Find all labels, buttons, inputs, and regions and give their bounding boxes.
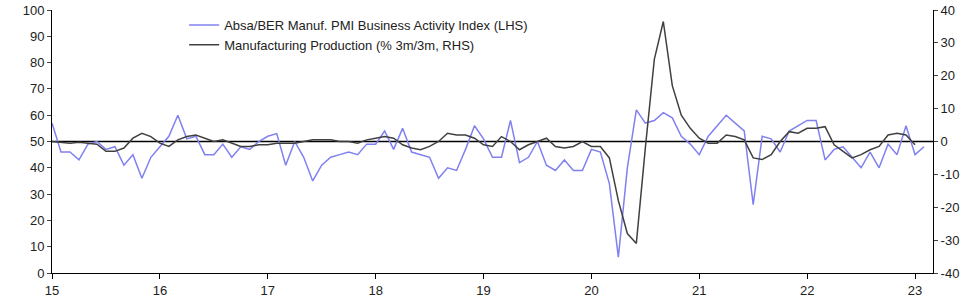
svg-text:40: 40 [30,160,44,175]
svg-text:10: 10 [941,101,955,116]
svg-text:20: 20 [30,213,44,228]
svg-text:-10: -10 [941,167,960,182]
svg-text:Manufacturing Production (% 3m: Manufacturing Production (% 3m/3m, RHS) [224,38,474,53]
svg-text:30: 30 [30,187,44,202]
svg-text:20: 20 [584,283,598,298]
svg-text:19: 19 [476,283,490,298]
svg-text:10: 10 [30,239,44,254]
svg-text:30: 30 [941,35,955,50]
svg-text:-30: -30 [941,233,960,248]
svg-text:50: 50 [30,134,44,149]
svg-text:0: 0 [941,134,948,149]
svg-text:22: 22 [800,283,814,298]
svg-text:60: 60 [30,108,44,123]
svg-text:40: 40 [941,3,955,18]
svg-text:Absa/BER Manuf. PMI Business A: Absa/BER Manuf. PMI Business Activity In… [224,18,527,33]
svg-text:17: 17 [261,283,275,298]
svg-text:15: 15 [45,283,59,298]
svg-text:90: 90 [30,29,44,44]
svg-text:21: 21 [692,283,706,298]
svg-text:80: 80 [30,55,44,70]
svg-text:20: 20 [941,68,955,83]
svg-text:0: 0 [37,266,44,281]
svg-text:18: 18 [368,283,382,298]
svg-text:23: 23 [908,283,922,298]
svg-text:70: 70 [30,81,44,96]
svg-text:-40: -40 [941,266,960,281]
svg-text:-20: -20 [941,200,960,215]
svg-text:100: 100 [23,3,45,18]
svg-text:16: 16 [153,283,167,298]
